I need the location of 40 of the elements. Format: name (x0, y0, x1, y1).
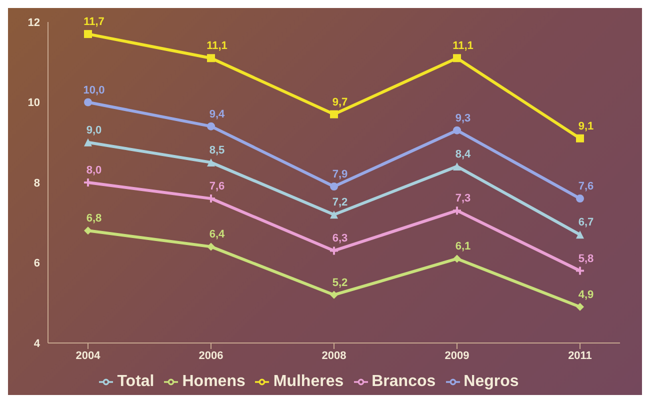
data-label: 7,6 (209, 180, 225, 193)
data-label: 11,7 (84, 16, 104, 28)
y-tick-label: 12 (28, 16, 40, 29)
x-tick-label: 2008 (322, 350, 346, 362)
data-label: 11,1 (206, 40, 228, 52)
data-label: 8,5 (209, 144, 225, 156)
x-tick-label: 2011 (568, 350, 592, 362)
data-label: 9,4 (209, 108, 226, 120)
data-label: 6,7 (578, 216, 594, 229)
legend-label: Total (117, 373, 154, 390)
legend-label: Homens (182, 373, 246, 390)
data-label: 9,0 (86, 124, 102, 136)
x-tick-label: 2006 (198, 350, 224, 362)
y-tick-label: 8 (34, 177, 40, 190)
y-tick-label: 10 (28, 97, 40, 110)
legend-label: Negros (464, 373, 519, 390)
data-label: 8,0 (86, 164, 102, 176)
y-tick-label: 6 (34, 258, 40, 270)
data-label: 7,2 (332, 196, 348, 209)
data-label: 9,7 (332, 96, 348, 108)
data-label: 5,8 (578, 252, 594, 265)
y-tick-label: 4 (34, 338, 41, 350)
data-label: 9,3 (455, 112, 471, 124)
data-label: 8,4 (455, 148, 472, 160)
data-label: 7,9 (332, 168, 348, 181)
data-label: 4,9 (578, 288, 594, 301)
data-label: 6,8 (86, 212, 102, 225)
legend-label: Brancos (372, 373, 436, 390)
data-label: 6,4 (209, 228, 226, 241)
x-tick-label: 2009 (444, 350, 470, 362)
data-label: 5,2 (332, 276, 348, 289)
x-tick-label: 2004 (76, 350, 102, 362)
data-label: 6,3 (332, 232, 348, 245)
data-label: 9,1 (578, 120, 594, 132)
legend-label: Mulheres (273, 373, 344, 390)
data-label: 6,1 (455, 240, 471, 253)
data-label: 7,3 (455, 192, 471, 205)
data-label: 10,0 (83, 84, 105, 96)
data-label: 11,1 (452, 40, 474, 52)
data-label: 7,6 (578, 180, 594, 193)
